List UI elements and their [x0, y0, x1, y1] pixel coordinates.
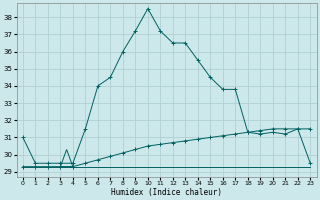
X-axis label: Humidex (Indice chaleur): Humidex (Indice chaleur): [111, 188, 222, 197]
